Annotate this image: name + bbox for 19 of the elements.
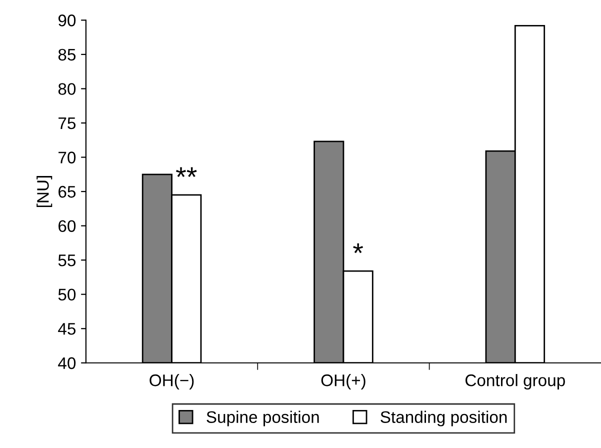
annotation: * bbox=[353, 243, 364, 254]
x-tick-label: OH(+) bbox=[321, 374, 366, 390]
y-tick-label: 75 bbox=[58, 118, 76, 130]
y-tick-label: 55 bbox=[58, 254, 76, 266]
y-tick-label: 85 bbox=[58, 48, 76, 61]
y-tick-label: 60 bbox=[58, 220, 76, 232]
y-tick-label: 65 bbox=[58, 186, 76, 198]
y-tick-label: 40 bbox=[58, 357, 76, 370]
y-axis-title: [NU] bbox=[36, 176, 52, 207]
annotation: ** bbox=[176, 167, 197, 178]
y-tick-label: 50 bbox=[58, 288, 76, 301]
x-tick-label: Control group bbox=[466, 374, 565, 390]
legend-label: Standing position bbox=[380, 410, 507, 426]
y-tick-label: 90 bbox=[58, 14, 76, 26]
y-tick-label: 45 bbox=[58, 323, 76, 335]
y-tick-label: 80 bbox=[58, 83, 76, 95]
y-tick-label: 70 bbox=[58, 152, 76, 164]
x-tick-label: OH(−) bbox=[150, 374, 194, 390]
legend-label: Supine position bbox=[206, 410, 319, 426]
